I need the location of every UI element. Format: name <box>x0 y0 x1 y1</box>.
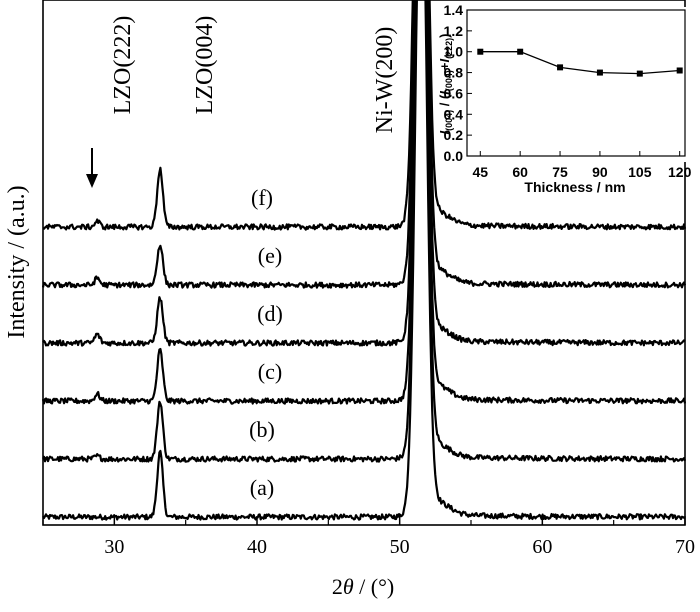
inset-x-tick-label: 45 <box>473 164 489 180</box>
inset-y-tick-label: 1.0 <box>444 44 464 60</box>
x-tick-label: 30 <box>104 536 124 558</box>
xrd-pattern-b <box>42 0 687 463</box>
inset-ratio-line <box>477 48 683 77</box>
inset-y-tick-label: 0.6 <box>444 85 464 101</box>
x-tick-label: 70 <box>675 536 695 558</box>
inset-y-tick-label: 1.4 <box>444 2 464 18</box>
main-plot-frame <box>42 0 686 526</box>
peak-label: LZO(004) <box>192 16 218 115</box>
peak-labels: LZO(222) LZO(004) Ni-W(200) <box>110 16 398 134</box>
inset-ticks: 45 60 75 90 105 120 0.0 0.2 0.4 0.6 0.8 1.0 1.2 1.4 <box>444 2 692 180</box>
xrd-patterns <box>41 0 687 521</box>
inset-x-tick-label: 90 <box>592 164 608 180</box>
series-label: (f) <box>251 185 273 210</box>
inset-line <box>480 51 680 75</box>
xrd-pattern-c <box>41 0 687 405</box>
main-x-axis-label: 2θ / (°) <box>332 574 394 599</box>
series-label: (a) <box>250 475 274 500</box>
series-labels: (a) (b) (c) (d) (e) (f) <box>249 185 283 500</box>
inset-point <box>517 48 524 55</box>
inset-y-tick-label: 0.2 <box>444 127 464 143</box>
inset-point <box>477 48 484 55</box>
inset-x-axis-label: Thickness / nm <box>524 179 625 195</box>
peak-label: LZO(222) <box>110 16 136 115</box>
peak-label: Ni-W(200) <box>372 27 398 134</box>
x-tick-label: 50 <box>390 536 410 558</box>
xrd-pattern-a <box>42 0 686 521</box>
inset-point <box>557 64 564 71</box>
lzo222-arrow <box>86 148 98 188</box>
main-y-axis-label: Intensity / (a.u.) <box>4 185 30 338</box>
inset-y-tick-label: 1.2 <box>444 23 464 39</box>
inset-y-tick-label: 0.8 <box>444 65 464 81</box>
inset-y-axis-label: I(004) / (I(004)+I(222)) <box>437 33 454 134</box>
xrd-pattern-d <box>42 0 686 347</box>
inset-y-tick-label: 0.0 <box>444 148 464 164</box>
inset-x-tick-label: 120 <box>668 164 692 180</box>
inset-x-tick-label: 105 <box>628 164 652 180</box>
series-label: (c) <box>258 359 282 384</box>
series-label: (b) <box>249 417 275 442</box>
inset-x-tick-label: 60 <box>512 164 528 180</box>
series-label: (e) <box>258 243 282 268</box>
xrd-pattern-e <box>41 0 687 289</box>
xrd-pattern-f <box>42 0 687 231</box>
inset-plot-frame <box>466 9 686 157</box>
x-tick-label: 60 <box>532 536 552 558</box>
series-label: (d) <box>257 301 283 326</box>
inset-point <box>676 67 683 74</box>
inset-y-tick-label: 0.4 <box>444 106 464 122</box>
inset-point <box>636 70 643 77</box>
x-tick-label: 40 <box>247 536 267 558</box>
main-x-ticks: 30 40 50 60 70 <box>42 516 695 558</box>
inset-point <box>596 69 603 76</box>
inset-x-tick-label: 75 <box>552 164 568 180</box>
inset-background <box>464 7 686 162</box>
